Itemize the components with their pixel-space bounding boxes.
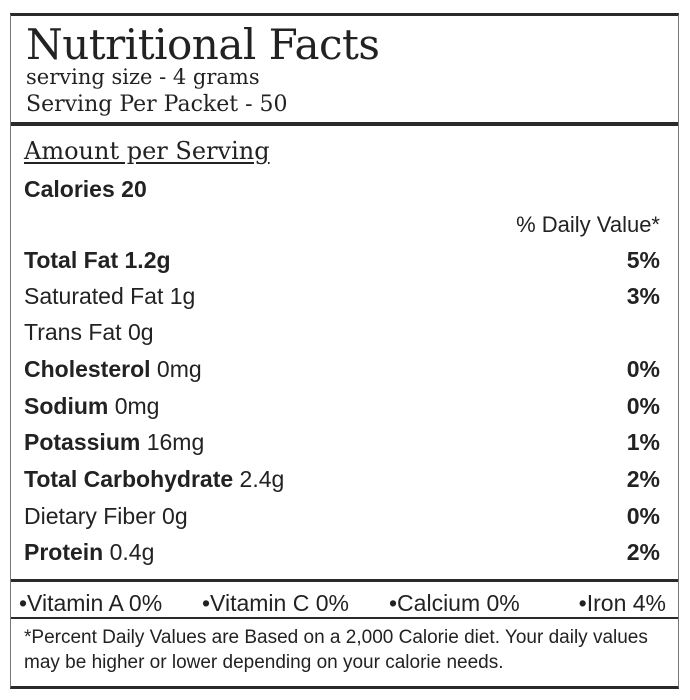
- nutrition-label: Nutritional Facts serving size - 4 grams…: [10, 13, 679, 689]
- nutrient-row: Protein 0.4g 2%: [24, 539, 660, 569]
- servings-per-packet: Serving Per Packet - 50: [26, 92, 288, 117]
- vitamin-a: •Vitamin A 0%: [19, 590, 163, 616]
- serving-size: serving size - 4 grams: [26, 65, 260, 89]
- header-divider: [11, 122, 678, 126]
- nutrient-bold: Potassium: [24, 429, 141, 455]
- footnote: *Percent Daily Values are Based on a 2,0…: [24, 627, 648, 673]
- calcium: •Calcium 0%: [389, 590, 520, 616]
- nutrient-plain: 0mg: [150, 356, 202, 382]
- nutrient-row: Dietary Fiber 0g 0%: [24, 503, 660, 533]
- nutrient-plain: 0.4g: [103, 539, 155, 565]
- daily-value-header: % Daily Value*: [516, 212, 660, 237]
- nutrient-bold: Total Carbohydrate: [24, 466, 234, 492]
- nutrient-pct: 0%: [626, 393, 660, 419]
- vitamin-c: •Vitamin C 0%: [202, 590, 349, 616]
- nutrient-plain: Saturated Fat 1g: [24, 283, 196, 309]
- nutrient-pct: 1%: [626, 429, 660, 455]
- nutrient-plain: 2.4g: [233, 466, 285, 492]
- nutrient-pct: 0%: [626, 356, 660, 382]
- nutrient-row: Trans Fat 0g: [24, 319, 660, 349]
- nutrient-pct: 2%: [626, 466, 660, 492]
- nutrient-plain: Dietary Fiber 0g: [24, 503, 188, 529]
- nutrient-plain: 16mg: [140, 429, 205, 455]
- nutrient-bold: Protein: [24, 539, 104, 565]
- nutrient-row: Total Carbohydrate 2.4g 2%: [24, 466, 660, 496]
- nutrient-bold: Cholesterol: [24, 356, 151, 382]
- vitamins-divider: [11, 579, 678, 582]
- nutrient-bold: Total Fat 1.2g: [24, 247, 171, 273]
- nutrient-row: Cholesterol 0mg 0%: [24, 356, 660, 386]
- nutrient-row: Potassium 16mg 1%: [24, 429, 660, 459]
- vitamins-row: •Vitamin A 0% •Vitamin C 0% •Calcium 0% …: [19, 590, 666, 620]
- nutrient-row: Saturated Fat 1g 3%: [24, 283, 660, 313]
- iron: •Iron 4%: [578, 590, 666, 616]
- amount-per-serving: Amount per Serving: [24, 137, 270, 165]
- nutrient-plain: Trans Fat 0g: [24, 319, 154, 345]
- nutrient-plain: 0mg: [108, 393, 160, 419]
- nutrient-row: Sodium 0mg 0%: [24, 393, 660, 423]
- footnote-divider: [11, 617, 678, 619]
- label-title: Nutritional Facts: [26, 20, 380, 69]
- nutrient-bold: Sodium: [24, 393, 109, 419]
- nutrient-pct: 2%: [626, 539, 660, 565]
- nutrient-pct: 5%: [626, 247, 660, 273]
- nutrient-row: Total Fat 1.2g 5%: [24, 247, 660, 277]
- calories: Calories 20: [24, 176, 147, 202]
- nutrient-pct: 3%: [626, 283, 660, 309]
- nutrient-pct: 0%: [626, 503, 660, 529]
